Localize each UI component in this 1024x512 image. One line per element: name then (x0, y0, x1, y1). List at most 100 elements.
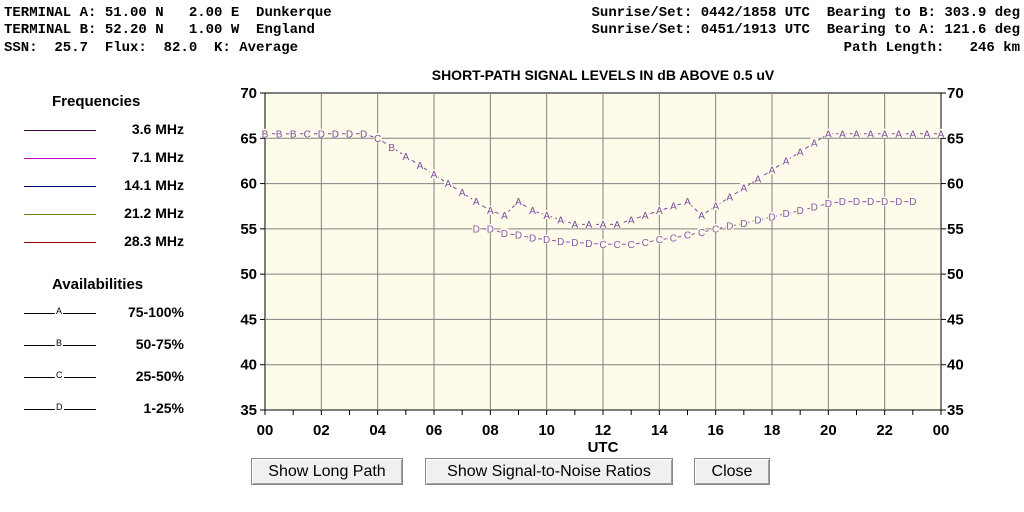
data-point-bg (922, 128, 931, 138)
x-tick-label: 08 (482, 422, 499, 439)
x-tick-label: 14 (651, 422, 668, 439)
data-point-bg (768, 212, 776, 222)
data-point-marker: A (600, 220, 607, 231)
data-point-marker: D (811, 203, 818, 214)
data-point-bg (838, 196, 847, 206)
data-point-marker: A (853, 129, 860, 140)
data-point-marker: A (586, 220, 593, 231)
data-point-bg (908, 196, 917, 206)
data-point-marker: C (374, 134, 381, 145)
data-point-marker: C (642, 238, 649, 249)
data-point-bg (528, 232, 537, 242)
x-tick-label: 20 (820, 422, 837, 439)
data-point-bg (866, 128, 875, 138)
data-point-marker: A (431, 170, 438, 181)
data-point-bg (627, 214, 636, 224)
data-point-bg (317, 128, 326, 138)
data-point-bg (542, 234, 551, 244)
data-point-bg (768, 164, 776, 174)
terminal-b-info: TERMINAL B: 52.20 N 1.00 W England (4, 22, 315, 38)
data-point-marker: A (515, 197, 522, 208)
availabilities-title: Availabilities (52, 276, 144, 293)
data-point-bg (627, 239, 636, 249)
data-point-marker: A (529, 206, 536, 217)
data-point-marker: A (909, 129, 916, 140)
data-point-bg (641, 237, 650, 247)
x-tick-label: 22 (876, 422, 893, 439)
frequency-label: 14.1 MHz (124, 177, 184, 193)
data-point-marker: D (881, 197, 888, 208)
x-tick-label: 00 (933, 422, 950, 439)
show-long-path-button[interactable]: Show Long Path (251, 458, 403, 485)
data-point-marker: D (782, 209, 789, 220)
availability-mark: C (55, 370, 64, 380)
data-point-bg (401, 151, 410, 161)
availability-legend-item: C 25-50% (24, 368, 184, 388)
close-button[interactable]: Close (694, 458, 770, 485)
frequency-label: 7.1 MHz (131, 149, 184, 165)
data-point-bg (824, 128, 833, 138)
availability-mark: B (55, 338, 64, 348)
data-point-marker: A (571, 220, 578, 231)
data-point-bg (669, 232, 678, 242)
frequency-swatch (24, 214, 96, 215)
frequency-label: 28.3 MHz (124, 233, 184, 249)
show-snr-button[interactable]: Show Signal-to-Noise Ratios (425, 458, 673, 485)
y-tick-label-left: 45 (240, 311, 257, 328)
y-tick-label-right: 45 (947, 311, 964, 328)
data-point-marker: D (825, 199, 832, 210)
data-point-marker: C (698, 228, 705, 239)
chart-title: SHORT-PATH SIGNAL LEVELS IN dB ABOVE 0.5… (432, 67, 775, 83)
data-point-marker: A (769, 165, 776, 176)
signal-level-chart: SHORT-PATH SIGNAL LEVELS IN dB ABOVE 0.5… (240, 67, 964, 456)
terminal-a-sun-bearing: Sunrise/Set: 0442/1858 UTC Bearing to B:… (591, 5, 1020, 21)
data-point-bg (782, 155, 791, 165)
data-point-marker: B (290, 129, 297, 140)
data-point-marker: B (262, 129, 269, 140)
data-point-bg (725, 221, 734, 231)
data-point-bg (599, 219, 607, 229)
frequency-legend-item: 21.2 MHz (24, 205, 184, 225)
x-tick-label: 04 (369, 422, 386, 439)
data-point-bg (697, 210, 706, 220)
data-point-marker: A (614, 220, 621, 231)
data-point-bg (556, 214, 565, 224)
y-tick-label-right: 35 (947, 402, 964, 419)
x-tick-label: 10 (538, 422, 555, 439)
data-point-bg (275, 128, 284, 138)
data-point-marker: D (501, 229, 508, 240)
y-tick-label-right: 40 (947, 357, 964, 374)
data-point-bg (289, 128, 298, 138)
frequency-swatch (24, 158, 96, 159)
data-point-bg (303, 128, 312, 138)
data-point-bg (782, 208, 791, 218)
data-point-marker: D (487, 224, 494, 235)
data-point-bg (570, 219, 579, 229)
data-point-bg (711, 201, 720, 211)
data-point-marker: A (684, 197, 691, 208)
data-point-marker: A (473, 197, 480, 208)
data-point-marker: A (656, 206, 663, 217)
data-point-bg (669, 201, 678, 211)
terminal-b-sun-bearing: Sunrise/Set: 0451/1913 UTC Bearing to A:… (591, 22, 1020, 38)
data-point-marker: A (783, 156, 790, 167)
data-point-marker: D (571, 238, 578, 249)
data-point-bg (373, 133, 382, 143)
data-point-bg (500, 228, 509, 238)
data-point-marker: A (712, 202, 719, 213)
data-point-bg (810, 137, 819, 147)
data-point-bg (908, 128, 917, 138)
data-point-marker: A (839, 129, 846, 140)
y-tick-label-right: 70 (947, 85, 964, 102)
data-point-marker: C (656, 235, 663, 246)
data-point-marker: D (853, 197, 860, 208)
data-point-marker: A (417, 161, 424, 172)
data-point-marker: C (684, 231, 691, 242)
data-point-bg (359, 128, 368, 138)
frequency-legend-item: 7.1 MHz (24, 149, 184, 169)
data-point-marker: A (459, 188, 466, 199)
data-point-marker: D (360, 129, 367, 140)
frequency-legend-item: 3.6 MHz (24, 121, 184, 141)
x-tick-label: 06 (426, 422, 443, 439)
